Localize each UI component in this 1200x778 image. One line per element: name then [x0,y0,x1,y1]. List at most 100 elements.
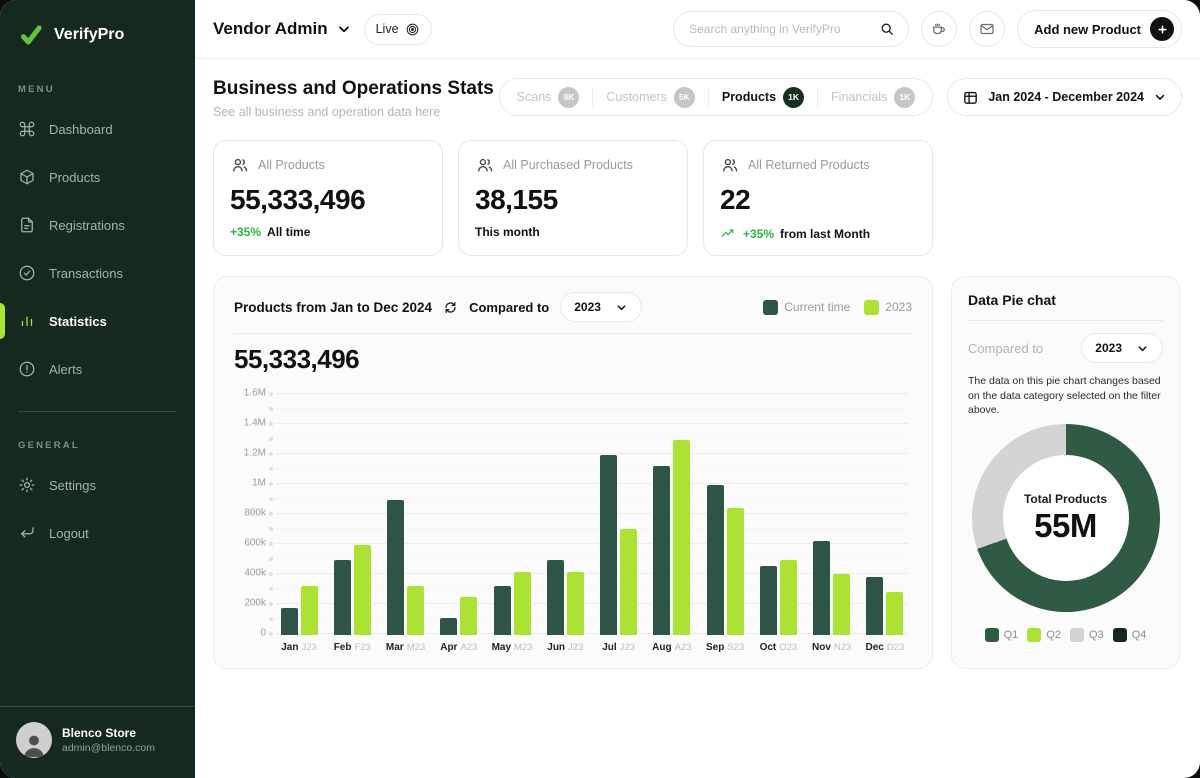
sidebar-item-registrations[interactable]: Registrations [0,201,195,249]
pie-description: The data on this pie chart changes based… [968,375,1161,417]
divider [234,333,912,334]
bar-group-mar [383,383,429,635]
gridline [269,467,908,471]
users-icon [475,155,495,175]
tab-divider [707,87,709,107]
divider [968,320,1163,321]
chart-total-value: 55,333,496 [234,344,360,374]
vendor-admin-label: Vendor Admin [213,19,328,38]
stat-delta: +35% [743,226,775,241]
bar-2023[interactable] [620,529,638,635]
sidebar-item-statistics[interactable]: Statistics [0,297,195,345]
pie-legend-label: Q3 [1089,629,1104,642]
month-label: Aug [652,642,672,653]
y-axis-tick: 400k [244,567,266,579]
search-icon[interactable] [879,21,895,37]
compare-month-label: S23 [727,642,745,653]
sidebar-item-label: Settings [49,477,96,493]
gridline-dot [269,512,273,516]
bar-2023[interactable] [407,586,425,635]
sidebar-item-products[interactable]: Products [0,153,195,201]
bar-current-time[interactable] [387,500,405,635]
sidebar-item-settings[interactable]: Settings [0,461,195,509]
compared-to-label: Compared to [469,299,550,315]
tab-count-badge: 5K [673,86,695,108]
bar-current-time[interactable] [706,485,724,635]
stat-card-header: All Products [230,155,426,175]
stat-delta: +35% [230,225,262,239]
bar-2023[interactable] [353,545,371,635]
sidebar-item-alerts[interactable]: Alerts [0,345,195,393]
bar-group-jun [542,383,588,635]
user-profile[interactable]: Blenco Store admin@blenco.com [0,706,195,778]
gridline [269,527,908,531]
stat-note: from last Month [780,226,871,241]
month-label: Dec [865,642,884,653]
bar-2023[interactable] [779,560,797,635]
bar-groups [276,383,908,635]
bar-2023[interactable] [726,508,744,635]
date-range-picker[interactable]: Jan 2024 - December 2024 [947,78,1182,116]
bar-current-time[interactable] [653,466,671,635]
compare-month-label: N23 [833,642,852,653]
bar-2023[interactable] [566,572,584,635]
bar-current-time[interactable] [866,577,884,635]
bar-current-time[interactable] [813,541,831,635]
compare-year-select[interactable]: 2023 [560,292,642,322]
live-badge[interactable]: Live [363,13,432,45]
bar-current-time[interactable] [600,455,618,635]
package-icon [18,168,36,186]
tab-products[interactable]: Products 1K [709,79,817,115]
messages-button[interactable] [969,11,1006,47]
bar-2023[interactable] [673,440,691,635]
bar-2023[interactable] [833,574,851,635]
tab-label: Customers [606,90,667,104]
refresh-icon[interactable] [443,300,458,315]
stat-cards-row: All Products 55,333,496 +35% All time All Pu… [213,140,1182,256]
tab-scans[interactable]: Scans 9K [504,79,593,115]
gridline-dot [269,527,273,531]
gridline [269,587,908,591]
y-axis-tick: 1M [252,477,266,489]
bar-2023[interactable] [886,592,904,635]
bar-current-time[interactable] [440,618,458,635]
search-input[interactable] [687,21,872,37]
general-nav: Settings Logout [0,461,195,557]
coffee-icon [930,20,948,38]
tab-customers[interactable]: Customers 5K [593,79,707,115]
sidebar-item-dashboard[interactable]: Dashboard [0,105,195,153]
sidebar-item-transactions[interactable]: Transactions [0,249,195,297]
bar-2023[interactable] [300,586,318,635]
bar-current-time[interactable] [280,608,298,635]
y-axis-tick: 1.6M [243,387,266,399]
pie-compare-year-select[interactable]: 2023 [1081,333,1163,363]
vendor-admin-switcher[interactable]: Vendor Admin [213,19,352,39]
break-room-button[interactable] [921,11,958,47]
bar-group-may [489,383,535,635]
bar-2023[interactable] [513,572,531,635]
bar-current-time[interactable] [493,586,511,635]
chart-legend: Current time 2023 [763,299,912,315]
sidebar-item-logout[interactable]: Logout [0,509,195,557]
compared-to-label: Compared to [968,340,1044,356]
stat-card-title: All Purchased Products [503,158,633,172]
compare-month-label: M23 [514,642,533,653]
stat-card-header: All Purchased Products [475,155,671,175]
legend-label: 2023 [885,300,912,314]
bar-2023[interactable] [460,597,478,635]
bar-current-time[interactable] [546,560,564,635]
logout-icon [18,524,36,542]
gridline-dot [269,467,273,471]
tab-financials[interactable]: Financials 1K [818,79,928,115]
donut-center-label: Total Products [1023,491,1108,506]
bar-current-time[interactable] [333,560,351,635]
chevron-down-icon [336,21,352,37]
add-new-product-button[interactable]: Add new Product [1017,10,1182,48]
bar-current-time[interactable] [759,566,777,635]
mail-icon [978,20,996,38]
gridline [269,497,908,501]
sidebar-item-label: Statistics [49,313,107,329]
x-axis-label: Jun J23 [542,642,588,653]
date-range-label: Jan 2024 - December 2024 [988,90,1144,104]
